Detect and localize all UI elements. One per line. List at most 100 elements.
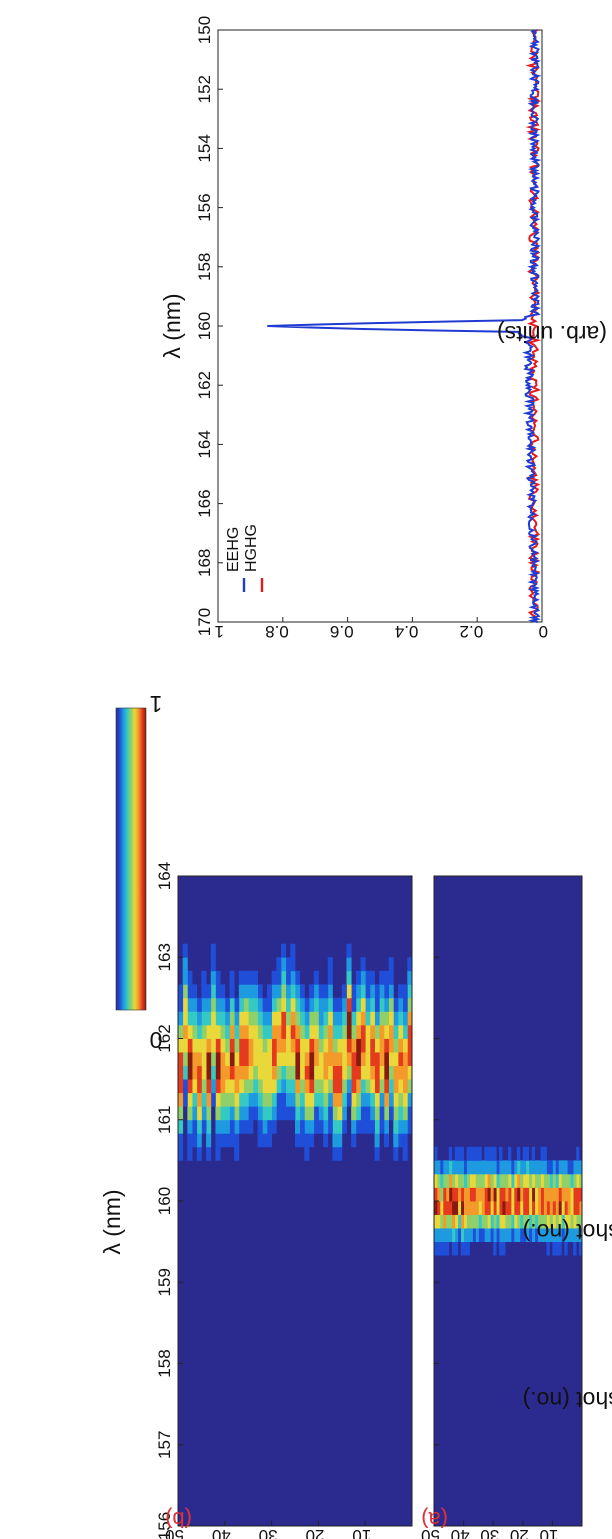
heatmap-cell: [248, 1024, 254, 1039]
heatmap-cell: [397, 1024, 404, 1039]
heatmap-cell: [229, 1052, 235, 1066]
heatmap-cell: [505, 1187, 509, 1202]
heatmap-cell: [448, 1187, 453, 1202]
heatmap-cell: [502, 1241, 506, 1256]
heatmap-cell: [224, 1133, 230, 1148]
heatmap-cell: [210, 1065, 216, 1080]
heatmap-cell: [229, 1106, 235, 1121]
heatmap-cell: [309, 1052, 315, 1066]
heatmap-cell: [579, 1173, 583, 1188]
heatmap-cell: [210, 1038, 216, 1053]
heatmap-cell: [508, 1228, 512, 1243]
heatmap-cell: [220, 1106, 226, 1121]
heatmap-cell: [178, 1065, 184, 1080]
heatmap-cell: [442, 1187, 447, 1202]
heatmap-cell: [374, 1133, 380, 1148]
heatmap-cell: [457, 1146, 462, 1161]
heatmap-cell: [266, 1011, 272, 1026]
heatmap-cell: [323, 1119, 329, 1134]
heatmap-cell: [365, 1011, 371, 1026]
heatmap-cell: [407, 1119, 413, 1134]
heatmap-cell: [388, 1038, 394, 1053]
heatmap-cell: [215, 1079, 221, 1094]
heatmap-cell: [295, 970, 301, 985]
heatmap-cell: [229, 997, 235, 1012]
heatmap-cell: [379, 997, 385, 1012]
heatmap-cell: [439, 1187, 444, 1202]
heatmap-cell: [475, 1201, 479, 1215]
heatmap-cell: [341, 1092, 347, 1107]
heatmap-cell: [248, 1065, 254, 1080]
heatmap-cell: [243, 997, 249, 1012]
heatmap-cell: [472, 1146, 476, 1161]
heatmap-cell: [313, 1024, 319, 1039]
heatmap-cell: [379, 1079, 385, 1094]
heatmap-cell: [318, 984, 324, 999]
heatmap-cell: [555, 1201, 559, 1215]
heatmap-cell: [445, 1241, 450, 1256]
heatmap-cell: [402, 1092, 408, 1107]
heatmap-cell: [360, 1079, 366, 1094]
heatmap-cell: [478, 1187, 482, 1202]
heatmap-cell: [365, 1079, 371, 1094]
heatmap-cell: [393, 1146, 399, 1161]
heatmap-cell: [276, 1011, 282, 1026]
heatmap-cell: [502, 1187, 506, 1202]
x-tick-label: 156: [155, 1512, 174, 1539]
heatmap-cell: [243, 1092, 249, 1107]
heatmap-cell: [374, 1106, 380, 1121]
heatmap-cell: [472, 1160, 476, 1175]
heatmap-cell: [475, 1146, 479, 1161]
heatmap-cell: [388, 957, 394, 972]
heatmap-cell: [206, 1065, 212, 1080]
heatmap-cell: [238, 1106, 244, 1121]
heatmap-cell: [187, 1119, 193, 1134]
heatmap-cell: [196, 1146, 202, 1161]
heatmap-cell: [383, 1079, 389, 1094]
heatmap-cell: [549, 1228, 553, 1243]
heatmap-cell: [351, 1024, 357, 1039]
heatmap-cell: [528, 1160, 533, 1175]
heatmap-cell: [332, 1052, 338, 1066]
heatmap-cell: [210, 943, 216, 958]
heatmap-cell: [463, 1173, 467, 1188]
heatmap-cell: [369, 1024, 375, 1039]
heatmap-cell: [346, 1011, 352, 1026]
heatmap-cell: [323, 984, 329, 999]
heatmap-cell: [187, 1106, 193, 1121]
heatmap-cell: [262, 997, 268, 1012]
heatmap-cell: [493, 1228, 497, 1243]
heatmap-cell: [224, 1119, 230, 1134]
heatmap-cell: [570, 1228, 574, 1243]
heatmap-cell: [224, 1065, 230, 1080]
x-tick-label: 168: [195, 549, 214, 577]
heatmap-cell: [280, 943, 287, 958]
heatmap-cell: [327, 1119, 333, 1134]
heatmap-cell: [493, 1160, 497, 1175]
heatmap-cell: [369, 1092, 375, 1107]
heatmap-cell: [434, 1160, 438, 1175]
heatmap-cell: [434, 1228, 438, 1243]
heatmap-cell: [505, 1173, 509, 1188]
heatmap-cell: [295, 1106, 301, 1121]
y-tick-label: 0.6: [330, 622, 354, 641]
heatmap-cell: [516, 1214, 521, 1229]
heatmap-cell: [484, 1201, 488, 1215]
heatmap-cell: [257, 1119, 263, 1134]
heatmap-cell: [369, 970, 375, 985]
heatmap-cell: [490, 1228, 494, 1243]
heatmap-cell: [393, 1133, 399, 1148]
heatmap-cell: [304, 1052, 310, 1066]
heatmap-cell: [243, 1024, 249, 1039]
heatmap-cell: [290, 1052, 296, 1066]
heatmap-cell: [187, 1011, 193, 1026]
heatmap-cell: [365, 1038, 371, 1053]
heatmap-cell: [487, 1173, 491, 1188]
heatmap-cell: [383, 1024, 389, 1039]
heatmap-cell: [229, 984, 235, 999]
heatmap-cell: [490, 1173, 494, 1188]
heatmap-cell: [271, 1052, 277, 1066]
heatmap-cell: [442, 1201, 447, 1215]
heatmap-cell: [472, 1187, 476, 1202]
heatmap-cell: [248, 1092, 254, 1107]
